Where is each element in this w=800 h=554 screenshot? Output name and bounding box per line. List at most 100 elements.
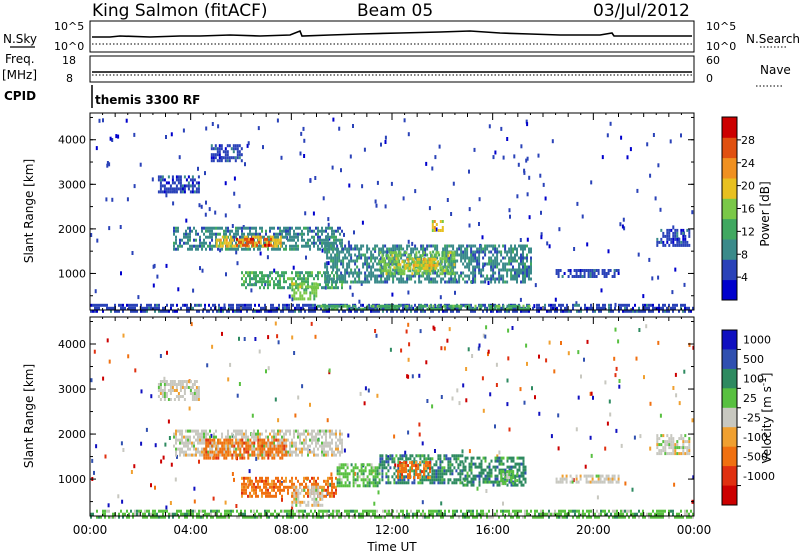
echo-cell bbox=[313, 492, 315, 495]
echo-cell bbox=[248, 241, 250, 244]
echo-cell bbox=[421, 254, 423, 257]
echo-cell bbox=[213, 159, 215, 162]
echo-cell bbox=[475, 305, 477, 308]
echo-speckle bbox=[620, 136, 622, 140]
echo-cell bbox=[297, 480, 299, 483]
echo-cell bbox=[291, 439, 293, 442]
echo-cell bbox=[598, 304, 600, 307]
echo-cell bbox=[385, 454, 387, 457]
echo-cell bbox=[304, 304, 306, 307]
echo-cell bbox=[686, 241, 688, 244]
echo-cell bbox=[686, 307, 688, 310]
echo-cell bbox=[327, 451, 329, 454]
echo-cell bbox=[612, 275, 614, 278]
echo-cell bbox=[289, 286, 291, 289]
echo-cell bbox=[233, 436, 235, 439]
echo-cell bbox=[96, 304, 98, 307]
echo-cell bbox=[185, 230, 187, 233]
echo-cell bbox=[321, 498, 323, 501]
echo-cell bbox=[240, 241, 242, 244]
echo-cell bbox=[477, 457, 479, 460]
echo-cell bbox=[474, 272, 476, 275]
echo-cell bbox=[422, 248, 424, 251]
echo-cell bbox=[228, 304, 230, 307]
echo-cell bbox=[223, 448, 225, 451]
echo-cell bbox=[486, 275, 488, 278]
echo-cell bbox=[134, 307, 136, 310]
echo-cell bbox=[688, 235, 690, 238]
echo-cell bbox=[329, 305, 331, 308]
echo-cell bbox=[237, 448, 239, 451]
echo-cell bbox=[313, 454, 315, 457]
echo-cell bbox=[327, 430, 329, 433]
echo-cell bbox=[458, 281, 460, 284]
echo-cell bbox=[311, 436, 313, 439]
echo-cell bbox=[463, 469, 465, 472]
echo-cell bbox=[338, 269, 340, 272]
echo-cell bbox=[383, 263, 385, 266]
echo-cell bbox=[429, 467, 431, 470]
echo-cell bbox=[267, 451, 269, 454]
echo-cell bbox=[470, 281, 472, 284]
freq-panel: Freq. [MHz] 18 8 60 0 Nave bbox=[2, 52, 791, 86]
echo-cell bbox=[443, 478, 445, 481]
echo-cell bbox=[213, 439, 215, 442]
echo-speckle bbox=[419, 433, 421, 437]
echo-cell bbox=[368, 248, 370, 251]
echo-cell bbox=[432, 226, 434, 229]
echo-cell bbox=[654, 307, 656, 310]
echo-cell bbox=[295, 430, 297, 433]
echo-cell bbox=[213, 153, 215, 156]
echo-cell bbox=[251, 227, 253, 230]
echo-cell bbox=[205, 436, 207, 439]
echo-cell bbox=[255, 436, 257, 439]
echo-cell bbox=[614, 307, 616, 310]
echo-cell bbox=[272, 236, 274, 239]
echo-cell bbox=[295, 486, 297, 489]
echo-cell bbox=[271, 227, 273, 230]
echo-cell bbox=[319, 433, 321, 436]
echo-cell bbox=[485, 460, 487, 463]
echo-cell bbox=[293, 297, 295, 300]
echo-cell bbox=[488, 263, 490, 266]
echo-cell bbox=[369, 469, 371, 472]
echo-cell bbox=[295, 451, 297, 454]
echo-cell bbox=[329, 236, 331, 239]
echo-cell bbox=[352, 272, 354, 275]
echo-cell bbox=[213, 245, 215, 248]
echo-cell bbox=[446, 245, 448, 248]
echo-cell bbox=[188, 181, 190, 184]
echo-cell bbox=[346, 269, 348, 272]
echo-cell bbox=[507, 305, 509, 308]
echo-cell bbox=[330, 260, 332, 263]
echo-cell bbox=[189, 442, 191, 445]
echo-cell bbox=[249, 277, 251, 280]
echo-cell bbox=[301, 501, 303, 504]
echo-cell bbox=[409, 470, 411, 473]
echo-cell bbox=[500, 278, 502, 281]
echo-speckle bbox=[551, 434, 553, 438]
echo-speckle bbox=[535, 283, 537, 287]
echo-speckle bbox=[340, 168, 342, 172]
echo-cell bbox=[441, 272, 443, 275]
echo-cell bbox=[176, 190, 178, 193]
echo-cell bbox=[453, 454, 455, 457]
echo-cell bbox=[508, 251, 510, 254]
echo-cell bbox=[245, 486, 247, 489]
echo-cell bbox=[201, 442, 203, 445]
echo-cell bbox=[242, 244, 244, 247]
echo-cell bbox=[283, 230, 285, 233]
echo-cell bbox=[205, 430, 207, 433]
echo-cell bbox=[232, 307, 234, 310]
echo-cell bbox=[233, 156, 235, 159]
echo-cell bbox=[350, 257, 352, 260]
echo-cell bbox=[291, 288, 293, 291]
echo-cell bbox=[295, 498, 297, 501]
echo-cell bbox=[337, 451, 339, 454]
echo-cell bbox=[331, 286, 333, 289]
echo-cell bbox=[399, 464, 401, 467]
echo-cell bbox=[554, 304, 556, 307]
echo-cell bbox=[203, 245, 205, 248]
echo-cell bbox=[249, 280, 251, 283]
echo-cell bbox=[285, 271, 287, 274]
